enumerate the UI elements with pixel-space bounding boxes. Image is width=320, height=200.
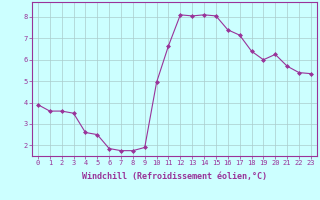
X-axis label: Windchill (Refroidissement éolien,°C): Windchill (Refroidissement éolien,°C) [82,172,267,181]
